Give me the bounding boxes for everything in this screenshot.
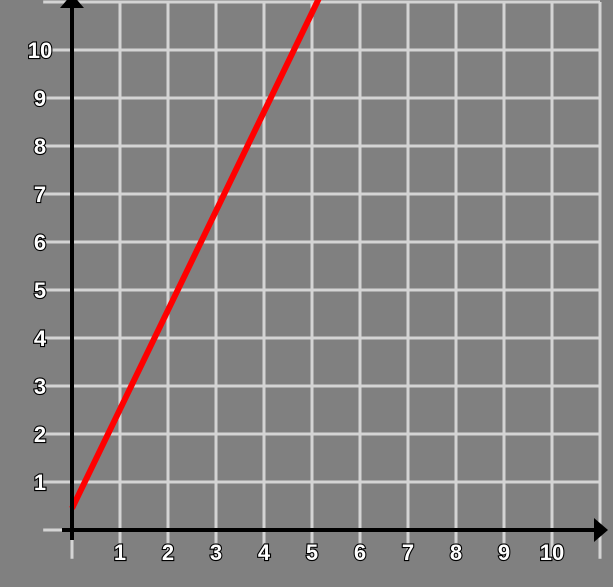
y-tick-label: 8 <box>34 134 46 159</box>
x-tick-label: 3 <box>210 540 222 565</box>
x-tick-label: 2 <box>162 540 174 565</box>
chart-canvas: 1234567891012345678910XY <box>0 0 613 587</box>
x-tick-label: 10 <box>540 540 564 565</box>
y-tick-label: 3 <box>34 374 46 399</box>
x-tick-label: 9 <box>498 540 510 565</box>
y-tick-label: 4 <box>34 326 47 351</box>
y-tick-label: 5 <box>34 278 46 303</box>
plot-background <box>0 0 613 587</box>
y-tick-label: 7 <box>34 182 46 207</box>
y-tick-label: 6 <box>34 230 46 255</box>
x-tick-label: 4 <box>258 540 271 565</box>
x-tick-label: 6 <box>354 540 366 565</box>
y-tick-label: 9 <box>34 86 46 111</box>
x-tick-label: 8 <box>450 540 462 565</box>
y-tick-label: 1 <box>34 470 46 495</box>
y-tick-label: 2 <box>34 422 46 447</box>
line-chart: 1234567891012345678910XY <box>0 0 613 587</box>
x-tick-label: 5 <box>306 540 318 565</box>
y-tick-label: 10 <box>28 38 52 63</box>
x-tick-label: 7 <box>402 540 414 565</box>
x-tick-label: 1 <box>114 540 126 565</box>
